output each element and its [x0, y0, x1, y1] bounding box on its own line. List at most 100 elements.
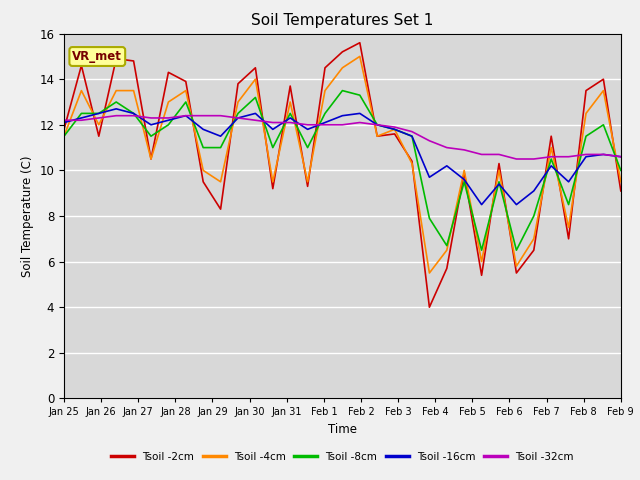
- Tsoil -16cm: [513, 202, 520, 207]
- Tsoil -8cm: [460, 179, 468, 185]
- Tsoil -16cm: [234, 115, 242, 121]
- Tsoil -4cm: [304, 179, 312, 185]
- Tsoil -4cm: [582, 110, 590, 116]
- Tsoil -2cm: [564, 236, 572, 241]
- Title: Soil Temperatures Set 1: Soil Temperatures Set 1: [252, 13, 433, 28]
- Tsoil -32cm: [547, 154, 555, 159]
- Tsoil -4cm: [147, 156, 155, 162]
- Tsoil -4cm: [426, 270, 433, 276]
- Tsoil -32cm: [600, 152, 607, 157]
- Tsoil -2cm: [269, 186, 276, 192]
- Tsoil -16cm: [182, 113, 189, 119]
- Tsoil -4cm: [130, 88, 138, 94]
- Tsoil -8cm: [408, 133, 416, 139]
- Tsoil -8cm: [217, 144, 225, 150]
- Tsoil -4cm: [269, 179, 276, 185]
- Tsoil -2cm: [113, 56, 120, 61]
- Tsoil -4cm: [460, 168, 468, 173]
- Tsoil -4cm: [564, 225, 572, 230]
- Tsoil -16cm: [77, 115, 85, 121]
- Tsoil -8cm: [477, 247, 485, 253]
- Tsoil -4cm: [182, 88, 189, 94]
- Tsoil -4cm: [547, 144, 555, 150]
- Tsoil -8cm: [617, 168, 625, 173]
- Tsoil -32cm: [95, 115, 102, 121]
- Tsoil -4cm: [95, 122, 102, 128]
- Tsoil -2cm: [147, 156, 155, 162]
- Tsoil -2cm: [60, 126, 68, 132]
- Tsoil -32cm: [477, 152, 485, 157]
- Tsoil -8cm: [443, 243, 451, 249]
- Line: Tsoil -2cm: Tsoil -2cm: [64, 43, 621, 307]
- Tsoil -8cm: [426, 216, 433, 221]
- Tsoil -16cm: [564, 179, 572, 185]
- Tsoil -2cm: [234, 81, 242, 86]
- Tsoil -32cm: [269, 120, 276, 125]
- Tsoil -32cm: [339, 122, 346, 128]
- Line: Tsoil -4cm: Tsoil -4cm: [64, 56, 621, 273]
- Tsoil -4cm: [356, 53, 364, 59]
- Tsoil -8cm: [373, 122, 381, 128]
- Tsoil -32cm: [182, 113, 189, 119]
- Tsoil -4cm: [443, 247, 451, 253]
- Tsoil -4cm: [252, 76, 259, 82]
- Tsoil -32cm: [373, 122, 381, 128]
- Tsoil -8cm: [339, 88, 346, 94]
- Tsoil -2cm: [304, 183, 312, 189]
- Tsoil -32cm: [443, 144, 451, 150]
- Tsoil -16cm: [60, 120, 68, 125]
- Tsoil -16cm: [617, 154, 625, 159]
- Legend: Tsoil -2cm, Tsoil -4cm, Tsoil -8cm, Tsoil -16cm, Tsoil -32cm: Tsoil -2cm, Tsoil -4cm, Tsoil -8cm, Tsoi…: [107, 447, 578, 466]
- Tsoil -8cm: [147, 133, 155, 139]
- Tsoil -32cm: [408, 129, 416, 134]
- Tsoil -4cm: [113, 88, 120, 94]
- Tsoil -8cm: [582, 133, 590, 139]
- Tsoil -4cm: [617, 179, 625, 185]
- Tsoil -8cm: [495, 179, 503, 185]
- Line: Tsoil -8cm: Tsoil -8cm: [64, 91, 621, 250]
- Tsoil -32cm: [164, 115, 172, 121]
- Tsoil -8cm: [547, 156, 555, 162]
- Tsoil -2cm: [547, 133, 555, 139]
- Tsoil -2cm: [339, 49, 346, 55]
- Tsoil -32cm: [426, 138, 433, 144]
- Y-axis label: Soil Temperature (C): Soil Temperature (C): [20, 155, 34, 277]
- Text: VR_met: VR_met: [72, 50, 122, 63]
- Tsoil -16cm: [164, 118, 172, 123]
- Tsoil -8cm: [269, 144, 276, 150]
- X-axis label: Time: Time: [328, 423, 357, 436]
- Tsoil -8cm: [252, 95, 259, 100]
- Tsoil -2cm: [495, 161, 503, 167]
- Tsoil -2cm: [356, 40, 364, 46]
- Tsoil -2cm: [77, 62, 85, 68]
- Tsoil -16cm: [582, 154, 590, 159]
- Tsoil -8cm: [113, 99, 120, 105]
- Tsoil -16cm: [426, 174, 433, 180]
- Tsoil -32cm: [564, 154, 572, 159]
- Tsoil -16cm: [460, 177, 468, 182]
- Tsoil -4cm: [286, 99, 294, 105]
- Tsoil -4cm: [408, 161, 416, 167]
- Tsoil -2cm: [477, 272, 485, 278]
- Tsoil -8cm: [513, 247, 520, 253]
- Tsoil -16cm: [495, 181, 503, 187]
- Tsoil -32cm: [286, 120, 294, 125]
- Tsoil -16cm: [391, 126, 399, 132]
- Tsoil -32cm: [217, 113, 225, 119]
- Tsoil -16cm: [477, 202, 485, 207]
- Tsoil -16cm: [269, 126, 276, 132]
- Tsoil -16cm: [217, 133, 225, 139]
- Tsoil -2cm: [600, 76, 607, 82]
- Tsoil -2cm: [426, 304, 433, 310]
- Tsoil -2cm: [95, 133, 102, 139]
- Tsoil -16cm: [147, 122, 155, 128]
- Tsoil -4cm: [391, 126, 399, 132]
- Tsoil -2cm: [582, 88, 590, 94]
- Tsoil -2cm: [252, 65, 259, 71]
- Tsoil -4cm: [200, 168, 207, 173]
- Tsoil -8cm: [321, 110, 329, 116]
- Tsoil -16cm: [113, 106, 120, 112]
- Tsoil -32cm: [77, 118, 85, 123]
- Tsoil -8cm: [200, 144, 207, 150]
- Tsoil -2cm: [182, 79, 189, 84]
